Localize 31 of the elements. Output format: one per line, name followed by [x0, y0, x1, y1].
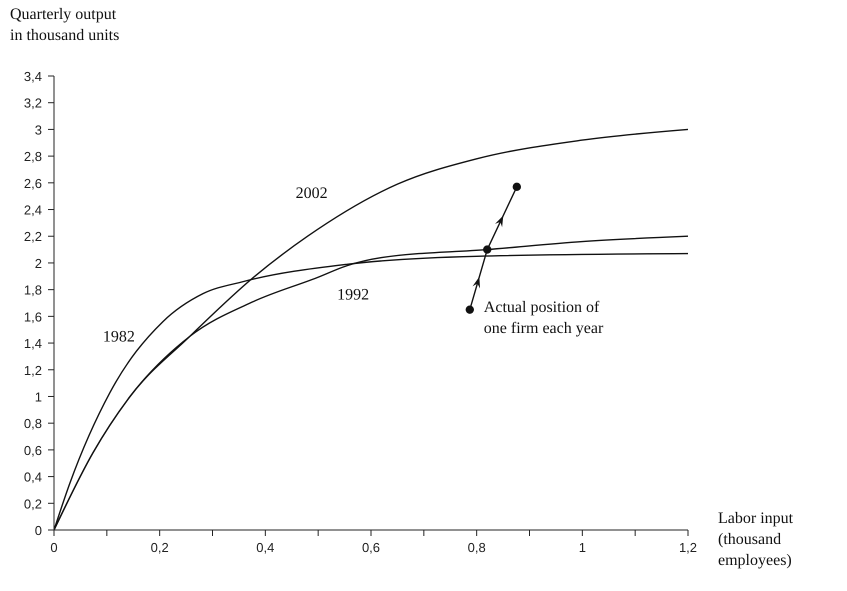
y-axis-title: Quarterly output in thousand units	[10, 5, 120, 46]
y-tick-label: 0,4	[24, 470, 42, 485]
series-label: 1992	[337, 286, 370, 304]
x-tick-label: 0,2	[150, 540, 169, 555]
y-tick-label: 0,2	[24, 496, 42, 512]
y-tick-label: 2,6	[24, 176, 42, 191]
y-tick-label: 1,6	[24, 309, 42, 324]
y-tick-label: 3,2	[24, 96, 42, 111]
y-tick-label: 1,2	[24, 362, 42, 378]
series-label: 1982	[102, 328, 135, 346]
x-tick-label: 1,2	[678, 540, 698, 555]
series-label: 2002	[296, 185, 328, 202]
y-tick-label: 1	[34, 389, 42, 404]
y-tick-label: 2,8	[24, 149, 42, 164]
y-tick-label: 0,6	[24, 442, 42, 458]
y-tick-label: 1,8	[24, 282, 42, 298]
x-tick-label: 0,6	[362, 540, 380, 555]
x-tick-label: 0,8	[468, 540, 486, 555]
x-tick-label: 1	[578, 540, 586, 555]
y-tick-label: 2,4	[24, 202, 42, 218]
y-tick-label: 2	[34, 256, 42, 271]
x-tick-label: 0	[50, 540, 58, 555]
y-tick-label: 2,2	[24, 229, 42, 244]
x-tick-label: 0,4	[256, 540, 274, 555]
annotation: Actual position of one firm each year	[484, 298, 604, 339]
y-tick-label: 3	[34, 122, 42, 138]
y-tick-label: 3,4	[24, 69, 42, 84]
y-tick-label: 0,8	[24, 416, 42, 432]
y-tick-label: 0	[34, 523, 42, 538]
y-tick-label: 1,4	[24, 336, 42, 352]
x-axis-title: Labor input (thousand employees)	[718, 509, 794, 571]
